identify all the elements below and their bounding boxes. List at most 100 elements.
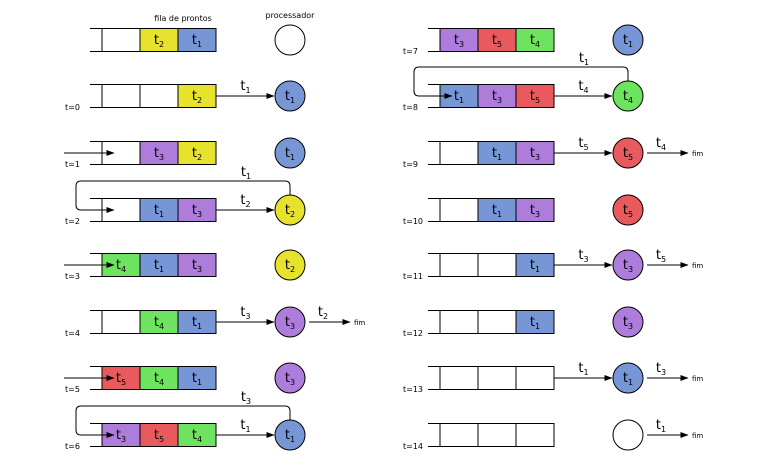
preemption-loop-arrow [75,405,291,438]
state-row: t=2 t1 t3 t2 t2 t1 [65,165,306,226]
processor-t3 [612,249,644,281]
preemption-label: t1 [241,165,251,181]
time-label: t=0 [65,103,80,112]
dispatch-label: t1 [240,418,250,434]
preemption-loop-arrow [413,66,629,99]
time-label: t=3 [65,272,80,281]
processor-t3 [274,306,306,338]
state-row: t=13 t1 t1 t3 fim [403,361,703,394]
processor-t5 [612,137,644,169]
finished-task-label: t5 [656,248,666,264]
queue-task-label: t2 [192,89,202,105]
dispatch-label: t1 [240,79,250,95]
processor-t3 [274,362,306,394]
queue-task-label: t1 [154,258,164,274]
queue-task-label: t1 [154,203,164,219]
queue-cell-t3 [177,253,217,277]
dispatch-label: t4 [578,79,588,95]
finish-label: fim [692,262,703,270]
finish-label: fim [692,150,703,158]
state-row: t=10 t1 t3 t5 [403,194,644,226]
time-label: t=10 [403,217,423,226]
queue-cell-empty [515,423,555,447]
time-label: t=11 [403,272,423,281]
processor-t5 [612,194,644,226]
queue-task-label: t1 [192,33,202,49]
finish-label: fim [692,375,703,383]
queue-cell-empty [477,310,517,334]
finished-task-label: t2 [318,305,328,321]
preemption-label: t1 [579,51,589,67]
finished-task-label: t3 [656,361,666,377]
processor-idle [612,419,644,451]
queue-task-label: t1 [192,315,202,331]
state-row: t=12 t1 t3 [403,306,644,338]
queue-cell-empty [139,84,179,108]
queue-task-label: t5 [116,371,126,387]
queue-cell-empty [477,253,517,277]
dispatch-label: t5 [578,136,588,152]
processor-idle [274,24,306,56]
state-row: t2 t1 [90,24,306,56]
queue-cell-empty [477,423,517,447]
time-label: t=14 [403,442,423,451]
processor-task-label: t1 [623,33,633,49]
queue-task-label: t2 [192,146,202,162]
time-label: t=8 [403,103,418,112]
time-label: t=12 [403,329,423,338]
queue-cell-t1 [177,366,217,390]
processor-t2 [274,249,306,281]
queue-task-label: t3 [154,146,164,162]
state-row: t=9 t1 t3 t5 t5 t4 fim [403,136,703,169]
queue-task-label: t1 [492,203,502,219]
preemption-label: t3 [241,390,251,406]
state-row: t=0 t2 t1 t1 [65,79,306,112]
queue-cell-empty [439,310,479,334]
queue-task-label: t4 [192,428,202,444]
queue-cell-empty [515,366,555,390]
processor-task-label: t3 [623,258,633,274]
processor-t1 [612,24,644,56]
processor-task-label: t5 [623,146,633,162]
processor-task-label: t1 [623,371,633,387]
queue-task-label: t1 [530,315,540,331]
queue-cell-t1 [177,28,217,52]
queue-cell-empty [439,253,479,277]
state-row: t=7 t3 t5 t4 t1 [403,24,644,56]
dispatch-label: t2 [240,193,250,209]
dispatch-label: t3 [240,305,250,321]
queue-cell-empty [477,366,517,390]
state-row: t=1 t3 t2 t1 [64,137,306,169]
queue-task-label: t5 [492,33,502,49]
processor-task-label: t2 [285,203,295,219]
queue-task-label: t5 [530,89,540,105]
dispatch-label: t3 [578,248,588,264]
queue-task-label: t4 [154,315,164,331]
queue-task-label: t4 [154,371,164,387]
queue-task-label: t3 [492,89,502,105]
preemption-loop-arrow [75,180,291,213]
state-row: t=11 t1 t3 t3 t5 fim [403,248,703,281]
queue-task-label: t1 [530,258,540,274]
queue-task-label: t2 [154,33,164,49]
queue-cell-empty [439,198,479,222]
time-label: t=4 [65,329,80,338]
dispatch-label: t1 [578,361,588,377]
processor-task-label: t1 [285,146,295,162]
state-row: t=3 t4 t1 t3 t2 [64,249,306,281]
state-row: t=5 t5 t4 t1 t3 [64,362,306,394]
queue-task-label: t3 [116,428,126,444]
queue-task-label: t3 [192,203,202,219]
queue-cell-t3 [515,198,555,222]
processor-task-label: t5 [623,203,633,219]
queue-header: fila de prontos [154,14,212,23]
finish-label: fim [692,432,703,440]
queue-cell-empty [439,141,479,165]
processor-t1 [612,362,644,394]
state-row: t=14 t1 fim [403,418,703,451]
queue-cell-empty [101,28,141,52]
processor-task-label: t4 [623,89,633,105]
queue-cell-empty [439,366,479,390]
time-label: t=6 [65,442,80,451]
